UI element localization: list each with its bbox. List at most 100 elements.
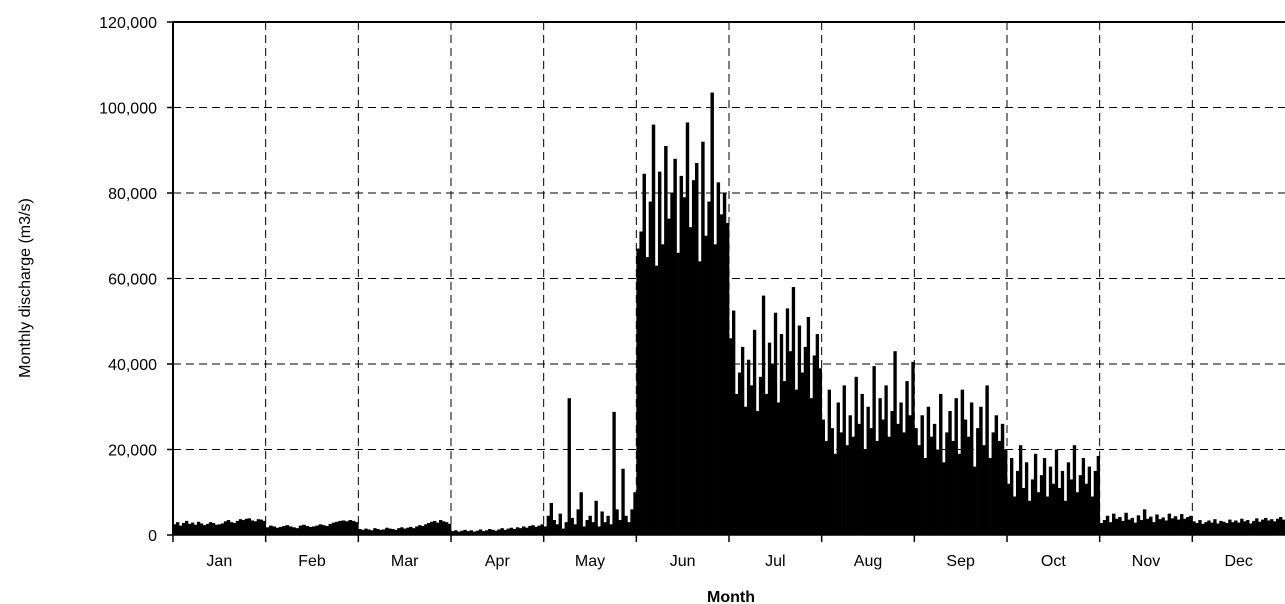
bar	[737, 372, 742, 535]
bar	[948, 411, 952, 535]
bar	[348, 520, 353, 535]
bar	[624, 515, 628, 535]
bar	[905, 381, 909, 535]
bar	[1240, 518, 1244, 535]
bar	[991, 432, 995, 535]
x-tick-label: Aug	[854, 553, 882, 570]
bar	[355, 522, 359, 535]
bar	[633, 492, 637, 535]
bar	[1231, 522, 1235, 535]
bar	[205, 523, 210, 535]
bar	[701, 141, 705, 535]
bar	[785, 308, 790, 535]
bar	[285, 525, 290, 535]
bar	[1207, 520, 1211, 535]
bar	[722, 193, 727, 535]
bar	[202, 525, 207, 535]
bar	[436, 522, 440, 535]
bar	[250, 520, 255, 535]
bar	[1060, 470, 1065, 536]
bar	[335, 521, 339, 535]
bar	[803, 346, 808, 535]
bar	[1024, 462, 1029, 535]
bar	[1012, 496, 1017, 535]
bar	[382, 529, 386, 535]
y-tick-label: 120,000	[99, 15, 157, 32]
bar	[345, 521, 349, 535]
x-tick-label: Oct	[1041, 553, 1066, 570]
y-tick-label: 20,000	[108, 443, 157, 460]
bar	[506, 528, 511, 535]
bar	[1243, 521, 1247, 535]
y-tick-label: 80,000	[108, 186, 157, 203]
bar	[1282, 519, 1285, 535]
bar	[935, 449, 940, 535]
bar	[308, 526, 313, 535]
bar	[1003, 449, 1008, 535]
bar	[1152, 522, 1156, 535]
bar	[1048, 466, 1053, 535]
bar	[275, 527, 280, 535]
bar	[848, 415, 852, 535]
bar	[670, 193, 674, 535]
bar	[824, 440, 828, 535]
bar	[1255, 518, 1259, 535]
bar	[630, 509, 634, 535]
bar	[845, 445, 849, 535]
bar	[439, 520, 443, 535]
bar	[966, 436, 971, 535]
bar	[725, 222, 730, 535]
bar	[184, 520, 189, 535]
bar	[315, 525, 319, 535]
x-tick-label: Jan	[206, 553, 232, 570]
bar	[682, 197, 687, 535]
bar	[1018, 445, 1023, 535]
bar	[1249, 523, 1253, 535]
bar	[268, 525, 273, 535]
bar	[540, 524, 545, 535]
bar	[385, 527, 389, 535]
bar	[1072, 445, 1077, 535]
bar	[1219, 520, 1223, 535]
bar	[558, 513, 562, 536]
bar	[1015, 470, 1020, 536]
bar	[1213, 519, 1217, 535]
bar	[491, 529, 495, 535]
bar	[1054, 449, 1059, 535]
bar	[573, 524, 577, 535]
gridlines	[173, 22, 1285, 535]
bar	[1252, 520, 1256, 535]
bar	[1051, 483, 1056, 535]
bar	[211, 523, 216, 535]
x-tick-label: Nov	[1132, 553, 1160, 570]
bar	[887, 436, 891, 535]
bar	[779, 334, 784, 535]
bar	[902, 432, 906, 535]
bar	[743, 406, 748, 535]
bar	[394, 529, 398, 535]
bar	[223, 521, 228, 535]
bar	[752, 329, 757, 535]
bar	[220, 523, 225, 535]
bar	[685, 122, 690, 536]
bar	[1198, 520, 1202, 535]
bar	[1192, 521, 1196, 535]
bar	[226, 520, 231, 535]
bar	[196, 521, 201, 535]
bar	[815, 334, 820, 535]
bar	[272, 526, 276, 535]
bar	[729, 338, 733, 535]
bar	[661, 244, 665, 536]
bar	[911, 361, 915, 535]
bar	[430, 521, 434, 535]
bar	[503, 529, 507, 535]
bar	[409, 526, 413, 535]
bar	[282, 526, 286, 535]
bar	[1036, 492, 1041, 535]
bar	[193, 524, 198, 535]
y-tick-label: 40,000	[108, 357, 157, 374]
bar	[1176, 519, 1181, 535]
bar	[1090, 496, 1095, 535]
bar	[1033, 453, 1038, 535]
bar	[567, 398, 571, 535]
